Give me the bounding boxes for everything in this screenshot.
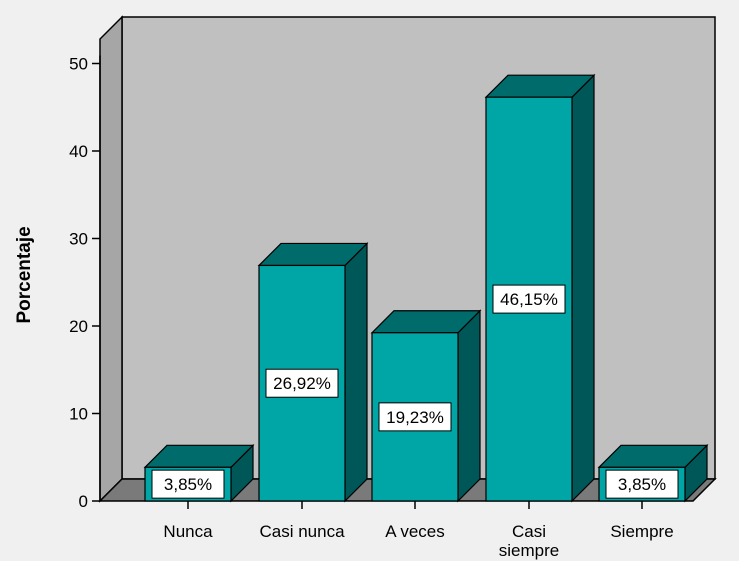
data-label: 3,85% — [618, 475, 666, 494]
x-tick-label: A veces — [385, 522, 445, 541]
x-tick-label: Siempre — [610, 522, 673, 541]
data-label-box — [265, 368, 339, 398]
x-tick-label: Nunca — [163, 522, 213, 541]
x-tick-label: Casi nunca — [259, 522, 345, 541]
side-wall — [99, 15, 123, 503]
y-tick-label: 0 — [79, 492, 88, 511]
bar-side — [571, 73, 595, 503]
x-tick-label: siempre — [499, 541, 559, 560]
bar-side — [344, 242, 368, 503]
data-label: 19,23% — [386, 408, 444, 427]
data-label-box — [378, 402, 452, 432]
data-label: 26,92% — [273, 374, 331, 393]
data-label-box — [151, 469, 225, 499]
y-tick-label: 20 — [69, 317, 88, 336]
data-label-box — [605, 469, 679, 499]
data-label: 3,85% — [164, 475, 212, 494]
bar-side — [457, 309, 481, 503]
y-tick-label: 30 — [69, 230, 88, 249]
x-tick-label: Casi — [512, 522, 546, 541]
y-tick-label: 40 — [69, 142, 88, 161]
data-label: 46,15% — [500, 290, 558, 309]
data-label-box — [492, 284, 566, 314]
y-tick-label: 10 — [69, 405, 88, 424]
y-axis-label: Porcentaje — [14, 226, 35, 324]
y-tick-label: 50 — [69, 55, 88, 74]
